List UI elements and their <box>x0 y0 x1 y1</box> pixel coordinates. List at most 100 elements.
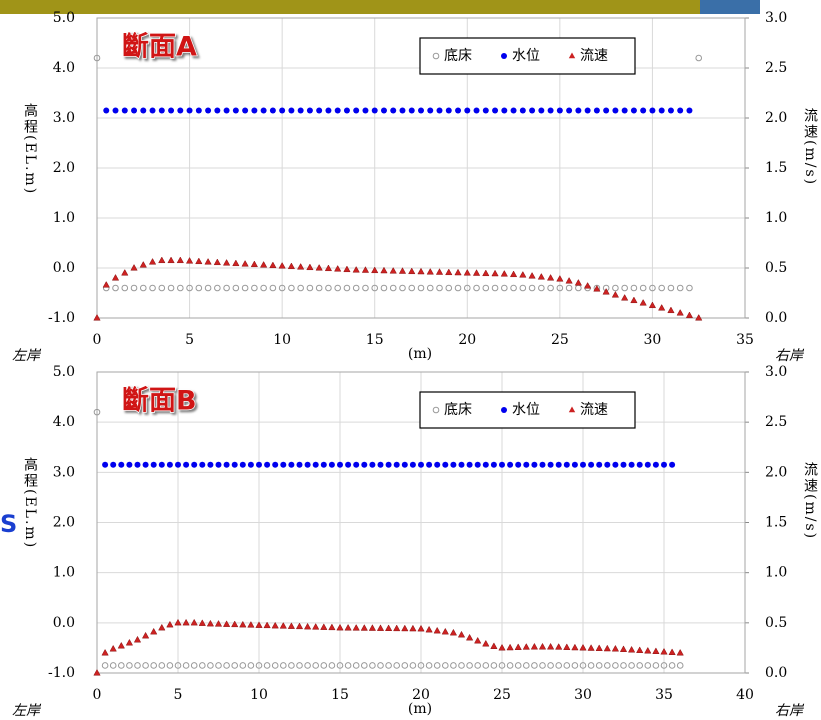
velocity-point <box>389 266 397 274</box>
chart-title: 斷面B <box>122 386 197 417</box>
velocity-point <box>546 642 555 650</box>
velocity-point <box>150 627 158 635</box>
x-tick-label: 30 <box>574 687 592 703</box>
velocity-point <box>498 643 506 651</box>
velocity-point <box>102 280 110 288</box>
velocity-point <box>667 306 675 314</box>
water-point <box>580 461 586 468</box>
velocity-point <box>334 264 342 272</box>
water-point <box>223 107 230 114</box>
bed-point <box>565 284 573 292</box>
velocity-point <box>182 618 190 626</box>
bed-point <box>182 662 190 669</box>
x-tick-label: 0 <box>93 687 102 703</box>
bed-point <box>320 662 328 669</box>
water-point <box>620 461 627 468</box>
bed-point <box>555 662 563 669</box>
water-point <box>304 461 311 468</box>
bed-point <box>288 284 295 292</box>
velocity-point <box>297 262 305 270</box>
water-point <box>390 107 397 114</box>
water-point <box>186 107 193 114</box>
water-point <box>288 461 295 468</box>
bed-point <box>139 284 147 292</box>
y-tick-label: 1.0 <box>53 565 75 581</box>
velocity-point <box>271 621 279 629</box>
bed-point <box>167 284 175 292</box>
velocity-point <box>509 270 518 278</box>
legend-label: 水位 <box>512 402 540 418</box>
water-point <box>223 461 230 468</box>
bed-point <box>334 284 341 292</box>
y-tick-label: 5.0 <box>53 10 75 26</box>
y-tick-label: 1.0 <box>53 210 75 226</box>
water-point <box>612 107 619 114</box>
bed-point <box>587 662 595 669</box>
water-point <box>450 461 457 468</box>
water-point <box>118 461 125 468</box>
bed-point <box>297 284 304 292</box>
velocity-point <box>328 623 336 631</box>
velocity-point <box>474 636 482 644</box>
bed-point <box>466 662 473 669</box>
velocity-point <box>295 622 304 630</box>
velocity-point <box>166 620 174 628</box>
water-point <box>345 461 352 468</box>
bed-point <box>474 662 482 669</box>
water-point <box>126 461 133 468</box>
water-point <box>362 107 369 114</box>
velocity-point <box>491 269 499 277</box>
velocity-point <box>611 644 620 652</box>
y-tick-label: 0.0 <box>53 615 75 631</box>
water-point <box>669 461 676 468</box>
velocity-point <box>148 257 157 265</box>
bed-point <box>490 662 498 669</box>
velocity-point <box>639 298 647 306</box>
velocity-point <box>101 648 109 656</box>
water-point <box>280 461 287 468</box>
velocity-point <box>538 642 547 650</box>
bed-point <box>579 662 587 669</box>
water-point <box>566 107 573 114</box>
water-point <box>501 107 508 114</box>
velocity-point <box>514 643 522 650</box>
water-point <box>571 461 578 468</box>
water-point <box>426 461 433 468</box>
bed-point <box>454 284 462 292</box>
bed-point <box>312 662 320 669</box>
legend-label: 底床 <box>444 402 472 418</box>
velocity-point <box>500 269 508 277</box>
velocity-point <box>306 263 314 271</box>
chart-title: 斷面A <box>122 32 197 63</box>
velocity-point <box>449 628 458 636</box>
water-point <box>134 461 141 468</box>
legend-marker <box>432 406 440 414</box>
velocity-point <box>376 624 385 631</box>
x-tick-label: 35 <box>736 332 754 348</box>
velocity-point <box>652 647 660 654</box>
y-tick-label: 4.0 <box>53 414 75 430</box>
x-tick-label: 30 <box>644 332 662 348</box>
velocity-point <box>454 268 462 276</box>
water-point <box>110 461 117 468</box>
water-point <box>436 107 443 114</box>
velocity-point <box>685 311 694 319</box>
legend-marker <box>501 53 507 59</box>
velocity-point <box>603 644 611 652</box>
plot-border <box>96 17 746 319</box>
water-point <box>102 461 109 468</box>
legend-marker <box>501 407 507 413</box>
velocity-point <box>384 624 393 632</box>
bed-point <box>251 284 258 292</box>
water-point <box>458 461 465 468</box>
bed-point <box>399 284 406 292</box>
bed-point <box>630 284 638 292</box>
bed-point <box>528 284 536 292</box>
velocity-point <box>287 262 296 270</box>
velocity-point <box>214 620 223 627</box>
velocity-point <box>250 260 258 268</box>
velocity-point <box>279 622 287 629</box>
water-point <box>297 107 304 114</box>
velocity-point <box>255 621 263 628</box>
velocity-point <box>611 290 620 298</box>
